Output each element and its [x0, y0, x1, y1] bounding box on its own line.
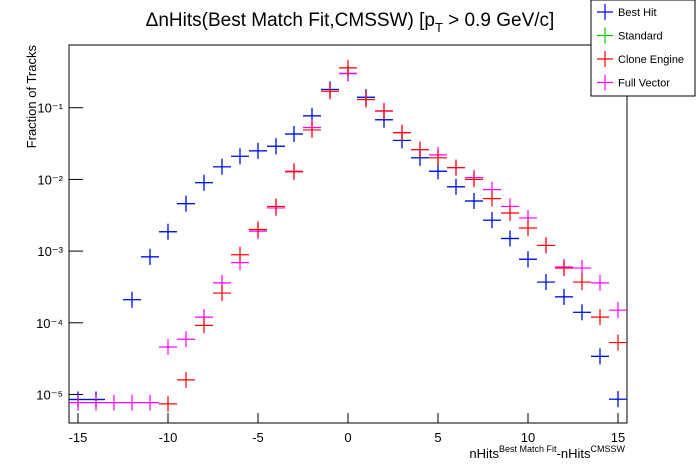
- data-point: [321, 83, 339, 100]
- data-point: [267, 138, 285, 155]
- data-point: [429, 149, 447, 166]
- data-point: [591, 348, 609, 365]
- data-point: [609, 302, 627, 319]
- data-point: [357, 91, 375, 108]
- data-point: [141, 248, 159, 265]
- data-point: [231, 148, 249, 165]
- title-text: ΔnHits(Best Match Fit,CMSSW) [p: [146, 10, 435, 31]
- legend-marker: [597, 51, 613, 67]
- data-point: [537, 274, 555, 291]
- data-point: [177, 331, 195, 348]
- data-point: [609, 391, 627, 408]
- x-label-superscript: Best Match Fit: [499, 444, 557, 454]
- data-point: [249, 142, 267, 159]
- legend-marker: [597, 74, 613, 91]
- data-point: [393, 124, 411, 141]
- data-point: [159, 223, 177, 240]
- legend-marker: [597, 27, 613, 44]
- data-point: [447, 178, 465, 195]
- data-point: [249, 221, 267, 238]
- data-point: [177, 195, 195, 212]
- y-tick-label: 10⁻⁵: [36, 387, 63, 402]
- data-point: [213, 158, 231, 175]
- data-point: [285, 126, 303, 143]
- data-point: [465, 192, 483, 209]
- x-axis-label: nHitsBest Match Fit-nHitsCMSSW: [469, 444, 625, 461]
- data-point: [195, 174, 213, 191]
- data-point: [231, 246, 249, 263]
- data-point: [483, 212, 501, 229]
- data-point: [573, 274, 591, 291]
- x-tick-label: -15: [69, 430, 88, 445]
- data-point: [303, 121, 321, 138]
- x-tick-label: 5: [434, 430, 441, 445]
- data-point: [537, 237, 555, 254]
- data-point: [555, 288, 573, 305]
- chart-title: ΔnHits(Best Match Fit,CMSSW) [pT > 0.9 G…: [146, 10, 555, 35]
- legend-label: Clone Engine: [618, 54, 684, 66]
- data-point: [591, 309, 609, 326]
- data-point: [177, 371, 195, 388]
- data-point: [591, 274, 609, 291]
- legend-label: Standard: [618, 31, 663, 43]
- data-point: [213, 285, 231, 302]
- y-tick-label: 10⁻¹: [37, 101, 63, 116]
- data-point: [123, 291, 141, 308]
- data-point: [483, 190, 501, 207]
- data-point: [159, 395, 177, 412]
- x-tick-label: -10: [159, 430, 178, 445]
- data-point: [501, 230, 519, 247]
- data-point: [141, 394, 159, 411]
- data-point: [519, 251, 537, 268]
- x-tick-label: 15: [611, 430, 625, 445]
- x-tick-label: -5: [252, 430, 264, 445]
- data-point: [87, 394, 105, 411]
- data-point: [465, 171, 483, 188]
- title-subscript: T: [435, 20, 443, 35]
- x-tick-label: 0: [344, 430, 351, 445]
- data-point: [573, 260, 591, 277]
- data-point: [69, 394, 87, 411]
- title-text: > 0.9 GeV/c]: [443, 10, 554, 31]
- data-point: [501, 205, 519, 222]
- data-point: [447, 159, 465, 176]
- y-tick-label: 10⁻²: [37, 172, 63, 187]
- data-point: [573, 304, 591, 321]
- y-tick-label: 10⁻⁴: [36, 316, 63, 331]
- legend-label: Full Vector: [618, 78, 670, 90]
- x-label-text: nHits: [469, 446, 499, 461]
- legend-label: Best Hit: [618, 7, 657, 19]
- x-label-superscript: CMSSW: [591, 444, 626, 454]
- data-point: [375, 103, 393, 120]
- data-point: [267, 198, 285, 215]
- data-point: [195, 317, 213, 334]
- data-point: [555, 260, 573, 277]
- legend-box: [590, 0, 696, 97]
- legend-marker: [597, 4, 613, 20]
- x-label-text: -nHits: [557, 446, 591, 461]
- plot-frame: [68, 44, 628, 424]
- data-point: [105, 394, 123, 411]
- legend: Best Hit Standard Clone Engine Full Vector: [590, 0, 696, 97]
- data-point: [159, 338, 177, 355]
- data-point: [285, 163, 303, 180]
- y-tick-label: 10⁻³: [37, 244, 63, 259]
- x-tick-label: 10: [521, 430, 535, 445]
- data-point: [609, 334, 627, 351]
- y-axis-label: Fraction of Tracks: [24, 45, 39, 149]
- data-point: [123, 394, 141, 411]
- data-point: [411, 141, 429, 158]
- data-point: [429, 163, 447, 180]
- data-point: [339, 59, 357, 76]
- data-point: [519, 220, 537, 237]
